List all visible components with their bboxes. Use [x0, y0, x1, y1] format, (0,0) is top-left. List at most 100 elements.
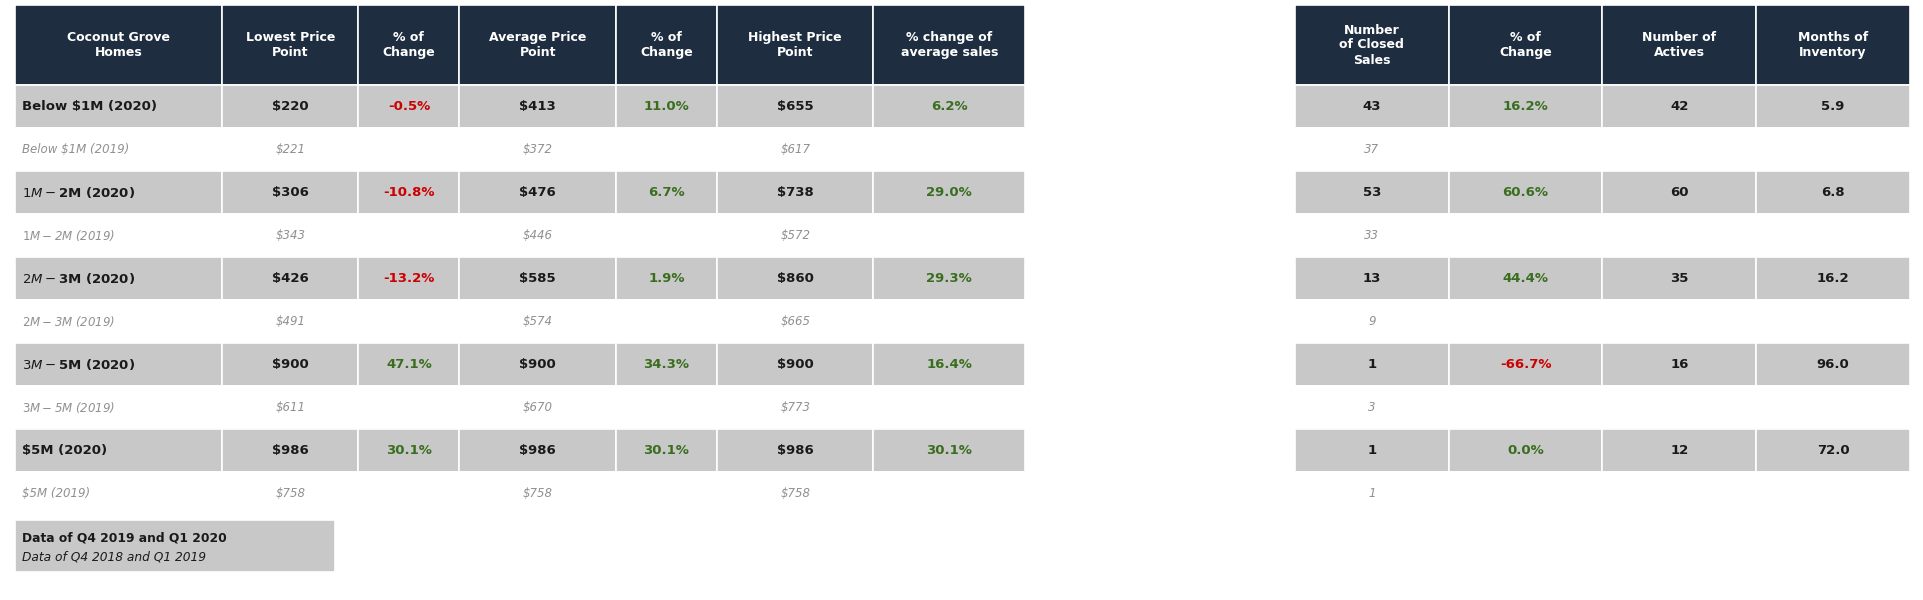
Text: $5M (2020): $5M (2020) [21, 444, 108, 457]
Bar [615, 214, 717, 257]
Text: % change of
average sales: % change of average sales [900, 31, 998, 59]
Text: 29.0%: 29.0% [925, 186, 971, 199]
Text: 42: 42 [1669, 100, 1688, 113]
Text: 1: 1 [1367, 444, 1375, 457]
Text: 44.4%: 44.4% [1502, 272, 1548, 285]
Text: Data of Q4 2019 and Q1 2020: Data of Q4 2019 and Q1 2020 [21, 532, 227, 545]
Text: $1M - $2M (2020): $1M - $2M (2020) [21, 185, 135, 200]
Bar [873, 386, 1025, 429]
Bar [460, 472, 615, 515]
Bar [358, 386, 460, 429]
Bar [1294, 5, 1448, 85]
Bar [15, 5, 221, 85]
Bar [460, 214, 615, 257]
Bar [221, 128, 358, 171]
Text: $1M - $2M (2019): $1M - $2M (2019) [21, 228, 115, 243]
Bar [1756, 171, 1910, 214]
Bar [615, 343, 717, 386]
Bar [1294, 472, 1448, 515]
Bar [221, 85, 358, 128]
Bar [615, 5, 717, 85]
Bar [717, 128, 873, 171]
Bar [615, 128, 717, 171]
Bar [1602, 386, 1756, 429]
Bar [1756, 343, 1910, 386]
Bar [873, 5, 1025, 85]
Text: Months of
Inventory: Months of Inventory [1798, 31, 1867, 59]
Text: 16.4%: 16.4% [925, 358, 971, 371]
Bar [1448, 343, 1602, 386]
Text: Number of
Actives: Number of Actives [1642, 31, 1715, 59]
Bar [1448, 5, 1602, 85]
Text: $655: $655 [777, 100, 813, 113]
Bar [15, 257, 221, 300]
Bar [1448, 300, 1602, 343]
Bar [460, 171, 615, 214]
Text: -0.5%: -0.5% [388, 100, 431, 113]
Bar [1756, 128, 1910, 171]
Bar [873, 85, 1025, 128]
Bar [460, 5, 615, 85]
Text: $758: $758 [781, 487, 810, 500]
Text: 6.7%: 6.7% [648, 186, 685, 199]
Bar [358, 343, 460, 386]
Text: 11.0%: 11.0% [642, 100, 688, 113]
Bar [1448, 171, 1602, 214]
Text: $446: $446 [523, 229, 552, 242]
Text: $665: $665 [781, 315, 810, 328]
Bar [1294, 85, 1448, 128]
Bar [615, 171, 717, 214]
Text: -13.2%: -13.2% [383, 272, 435, 285]
Bar [358, 214, 460, 257]
Bar [358, 429, 460, 472]
Bar [873, 472, 1025, 515]
Text: 37: 37 [1363, 143, 1379, 156]
Bar [15, 386, 221, 429]
Bar [717, 343, 873, 386]
Text: $986: $986 [777, 444, 813, 457]
Bar [1756, 214, 1910, 257]
Bar [1294, 343, 1448, 386]
Bar [15, 472, 221, 515]
Text: 6.2%: 6.2% [931, 100, 967, 113]
Bar [358, 85, 460, 128]
Bar [15, 429, 221, 472]
Bar [1294, 257, 1448, 300]
Bar [221, 429, 358, 472]
Text: 30.1%: 30.1% [642, 444, 688, 457]
Text: 1.9%: 1.9% [648, 272, 685, 285]
Bar [615, 300, 717, 343]
Text: $738: $738 [777, 186, 813, 199]
Text: 16.2%: 16.2% [1502, 100, 1548, 113]
Text: $572: $572 [781, 229, 810, 242]
Text: 16: 16 [1669, 358, 1688, 371]
Bar [15, 128, 221, 171]
Bar [873, 214, 1025, 257]
Text: $372: $372 [523, 143, 552, 156]
Bar [1294, 214, 1448, 257]
Bar [1294, 386, 1448, 429]
Text: $491: $491 [275, 315, 306, 328]
Bar [358, 300, 460, 343]
Bar [873, 257, 1025, 300]
Text: 35: 35 [1669, 272, 1688, 285]
Text: $758: $758 [275, 487, 306, 500]
Text: 12: 12 [1669, 444, 1688, 457]
Text: Lowest Price
Point: Lowest Price Point [246, 31, 335, 59]
Text: $773: $773 [781, 401, 810, 414]
Text: % of
Change: % of Change [383, 31, 435, 59]
Text: $476: $476 [519, 186, 556, 199]
Bar [873, 429, 1025, 472]
Text: 1: 1 [1367, 487, 1375, 500]
Text: 30.1%: 30.1% [387, 444, 431, 457]
Bar [1602, 300, 1756, 343]
Text: $860: $860 [777, 272, 813, 285]
Text: $986: $986 [519, 444, 556, 457]
Text: $900: $900 [777, 358, 813, 371]
Bar [1756, 5, 1910, 85]
Text: $221: $221 [275, 143, 306, 156]
Bar [717, 85, 873, 128]
Text: Data of Q4 2018 and Q1 2019: Data of Q4 2018 and Q1 2019 [21, 551, 206, 564]
Bar [1448, 257, 1602, 300]
Bar [1602, 171, 1756, 214]
